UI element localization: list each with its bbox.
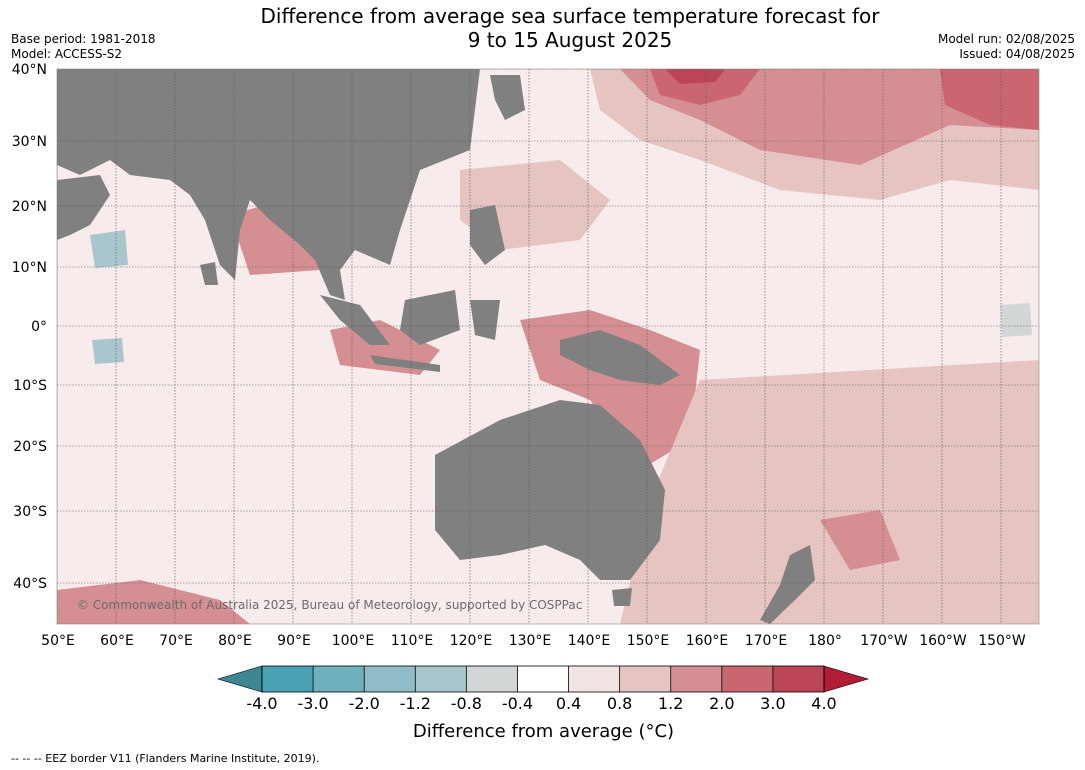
- land-sulawesi: [470, 300, 500, 340]
- lon-label: 100°E: [332, 633, 375, 649]
- lon-label: 170°W: [860, 633, 908, 649]
- colorbar-tick-label: -2.0: [349, 694, 380, 713]
- land-sumatra: [320, 295, 390, 345]
- lon-label: 160°E: [686, 633, 729, 649]
- anomaly-patch-neutral-pacific: [1000, 303, 1032, 337]
- land-tasmania: [612, 588, 632, 606]
- colorbar-tick-label: 3.0: [760, 694, 785, 713]
- model-label: Model: ACCESS-S2: [11, 47, 123, 61]
- colorbar-swatch: [721, 666, 773, 692]
- colorbar-tick-label: -0.4: [502, 694, 533, 713]
- land-sri-lanka: [200, 262, 218, 285]
- lat-label: 40°S: [13, 576, 47, 592]
- anomaly-patch-ne: [940, 69, 1039, 130]
- lat-label: 10°N: [12, 260, 47, 276]
- footer-note: -- -- -- EEZ border V11 (Flanders Marine…: [11, 752, 320, 765]
- lon-label: 60°E: [100, 633, 134, 649]
- colorbar-tick-label: -3.0: [297, 694, 328, 713]
- base-period-label: Base period: 1981-2018: [11, 32, 156, 46]
- colorbar-tick-label: -1.2: [400, 694, 431, 713]
- land-australia: [435, 400, 665, 580]
- meta-left: Base period: 1981-2018 Model: ACCESS-S2: [11, 32, 156, 62]
- land-arabia: [57, 175, 110, 240]
- lon-label: 120°E: [450, 633, 493, 649]
- anomaly-patch-southern-ocean: [57, 580, 250, 624]
- colorbar-tick-label: 2.0: [709, 694, 734, 713]
- map-title: Difference from average sea surface temp…: [220, 4, 920, 52]
- anomaly-patch-cool-io: [92, 338, 124, 364]
- colorbar-swatch: [313, 666, 365, 692]
- lat-label: 40°N: [12, 62, 47, 78]
- colorbar-swatch: [364, 666, 416, 692]
- colorbar-swatch: [262, 666, 314, 692]
- lon-label: 90°E: [277, 633, 311, 649]
- colorbar-swatch: [568, 666, 620, 692]
- lon-label: 70°E: [159, 633, 193, 649]
- lon-label: 50°E: [41, 633, 75, 649]
- anomaly-patches: [57, 69, 1039, 624]
- anomaly-patch-cool-arabian: [90, 230, 128, 268]
- land-masses: [57, 69, 815, 624]
- colorbar-swatch: [517, 666, 569, 692]
- colorbar-extend-high: [823, 665, 870, 693]
- lon-label: 180°: [808, 633, 842, 649]
- land-asia: [57, 69, 480, 300]
- lat-label: 30°N: [12, 134, 47, 150]
- copyright-text: © Commonwealth of Australia 2025, Bureau…: [77, 598, 582, 612]
- map-area: [57, 69, 1039, 624]
- lon-label: 110°E: [391, 633, 434, 649]
- graticule: [57, 69, 1039, 624]
- colorbar-extend-low: [216, 665, 263, 693]
- colorbar-tick-label: -4.0: [246, 694, 277, 713]
- colorbar-swatch: [670, 666, 722, 692]
- land-new-zealand: [760, 545, 815, 624]
- colorbar-swatch: [466, 666, 518, 692]
- colorbar-label: Difference from average (°C): [412, 721, 675, 742]
- lon-label: 170°E: [745, 633, 788, 649]
- meta-right: Model run: 02/08/2025 Issued: 04/08/2025: [938, 32, 1075, 62]
- colorbar-tick-label: 4.0: [811, 694, 836, 713]
- lat-label: 10°S: [13, 378, 47, 394]
- model-run-label: Model run: 02/08/2025: [937, 32, 1075, 46]
- lon-label: 130°E: [509, 633, 552, 649]
- colorbar-swatch: [772, 666, 824, 692]
- anomaly-patch-tasman: [820, 510, 900, 570]
- colorbar-tick-label: 0.8: [607, 694, 632, 713]
- colorbar: -4.0 -3.0 -2.0 -1.2 -0.8 -0.4 0.4 0.8 1.2 2.0 3.0 4…: [216, 665, 870, 713]
- land-borneo: [400, 290, 460, 345]
- land-japan: [490, 75, 525, 120]
- lat-label: 20°S: [13, 439, 47, 455]
- colorbar-tick-label: -0.8: [451, 694, 482, 713]
- lat-label: 30°S: [13, 504, 47, 520]
- colorbar-tick-label: 1.2: [658, 694, 683, 713]
- longitude-labels: 50°E 60°E 70°E 80°E 90°E 100°E 110°E 120°E 130°E…: [41, 633, 1026, 649]
- issued-label: Issued: 04/08/2025: [959, 47, 1075, 61]
- lat-label: 0°: [31, 319, 47, 335]
- title-line-1: Difference from average sea surface temp…: [260, 4, 880, 28]
- lon-label: 140°E: [568, 633, 611, 649]
- lon-label: 150°E: [627, 633, 670, 649]
- land-philippines: [470, 205, 505, 265]
- land-java: [370, 355, 440, 372]
- lon-label: 160°W: [919, 633, 967, 649]
- lon-label: 80°E: [218, 633, 252, 649]
- latitude-labels: 40°N 30°N 20°N 10°N 0° 10°S 20°S 30°S 40°S: [12, 62, 47, 592]
- anomaly-patch-npac-max: [665, 69, 725, 84]
- colorbar-tick-label: 0.4: [556, 694, 581, 713]
- colorbar-swatch: [619, 666, 671, 692]
- anomaly-patch-spac: [620, 360, 1039, 624]
- lon-label: 150°W: [978, 633, 1026, 649]
- land-new-guinea: [560, 330, 680, 385]
- title-line-2: 9 to 15 August 2025: [467, 28, 673, 52]
- lat-label: 20°N: [12, 199, 47, 215]
- map-frame: [56, 68, 1040, 625]
- colorbar-swatch: [415, 666, 467, 692]
